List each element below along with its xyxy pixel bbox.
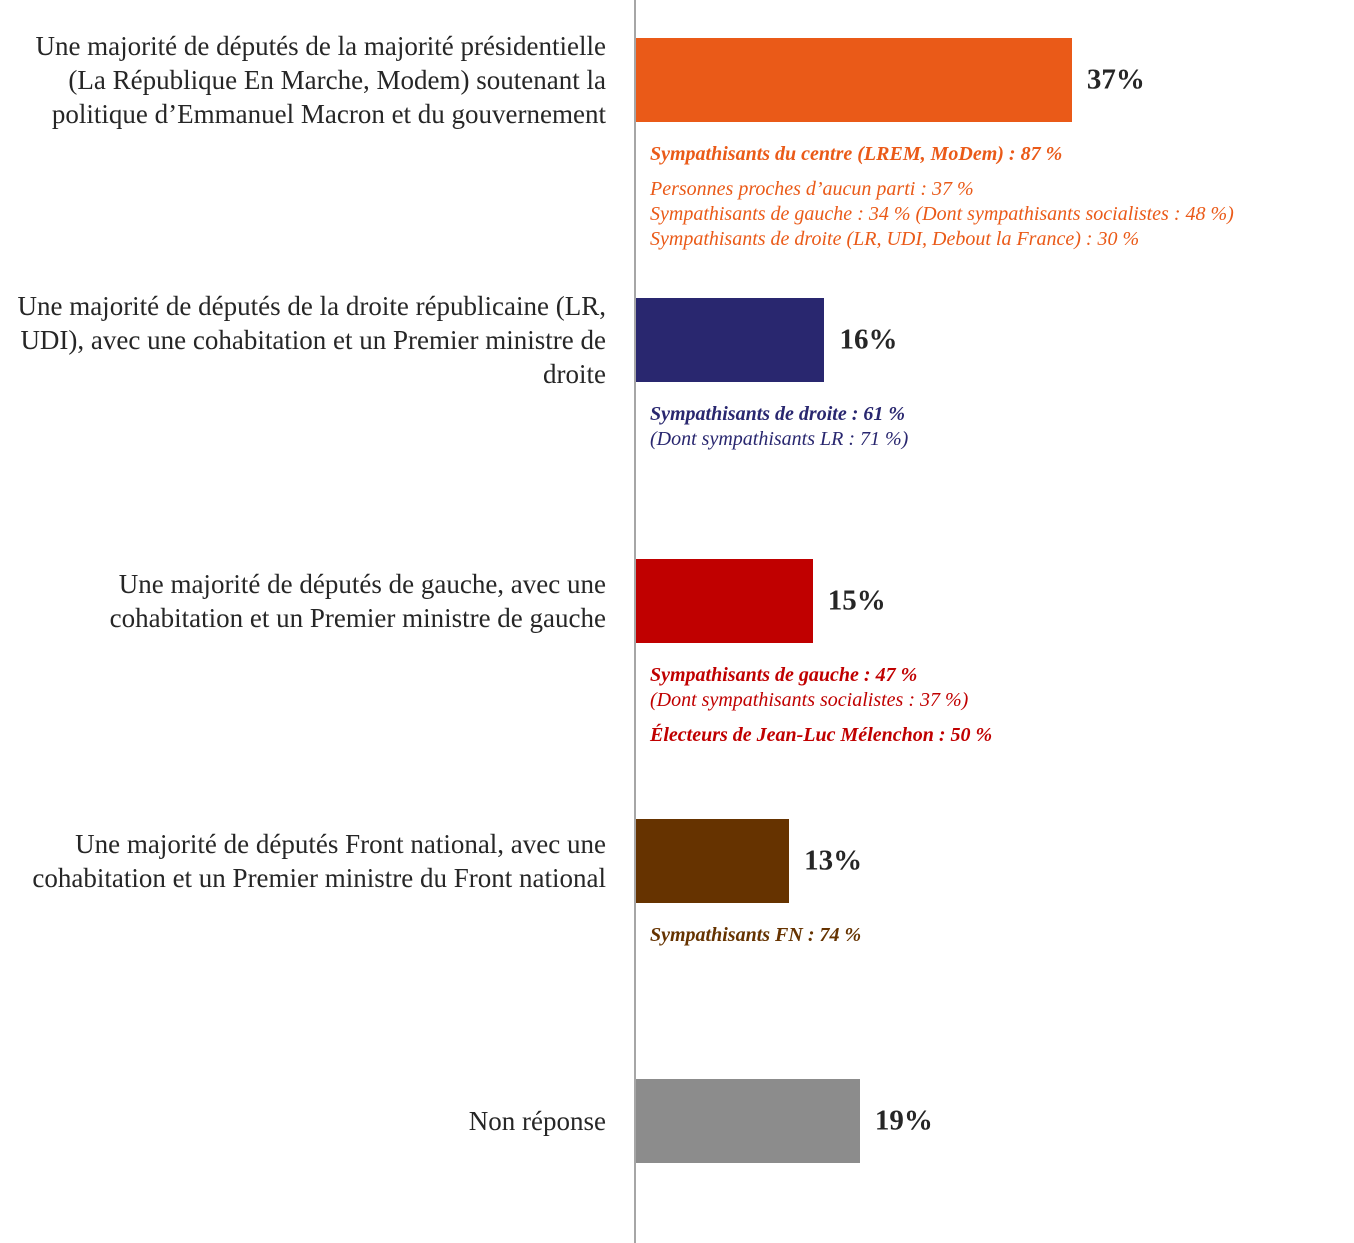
category-label: Une majorité de députés de la droite rép… (17, 291, 606, 390)
annotation-line: Personnes proches d’aucun parti : 37 % (650, 178, 974, 200)
annotation-group: Électeurs de Jean-Luc Mélenchon : 50 % (650, 723, 992, 748)
annotation-line: Sympathisants de droite : 61 % (650, 403, 906, 426)
axis-line (634, 0, 636, 1243)
annotation: Sympathisants FN : 74 % (650, 923, 861, 958)
annotation: Sympathisants du centre (LREM, MoDem) : … (650, 142, 1234, 262)
bar (636, 558, 813, 643)
annotation-line: Sympathisants de droite (LR, UDI, Debout… (650, 228, 1140, 250)
annotation-group: Sympathisants de droite : 61 % (Dont symp… (650, 402, 908, 452)
annotation-line: Électeurs de Jean-Luc Mélenchon : 50 % (650, 723, 993, 746)
annotation-group: Sympathisants de gauche : 47 % (Dont symp… (650, 663, 992, 713)
bar (636, 298, 825, 383)
annotation-line: Sympathisants du centre (LREM, MoDem) : … (650, 143, 1063, 165)
value-label: 19% (874, 1104, 933, 1137)
value-label: 16% (839, 323, 898, 356)
category-label: Une majorité de députés de gauche, avec … (109, 568, 606, 633)
bar (636, 818, 790, 903)
value-label: 37% (1086, 63, 1145, 96)
annotation: Sympathisants de droite : 61 % (Dont symp… (650, 402, 908, 462)
annotation-line: Sympathisants de gauche : 34 % (Dont sym… (650, 203, 1234, 225)
bar (636, 1079, 860, 1164)
value-label: 15% (827, 584, 886, 617)
annotation-line: (Dont sympathisants LR : 71 %) (650, 428, 909, 451)
category-label: Une majorité de députés Front national, … (32, 828, 606, 893)
annotation-group: Personnes proches d’aucun parti : 37 % Sy… (650, 177, 1234, 252)
annotation-line: Sympathisants FN : 74 % (650, 923, 862, 946)
bar (636, 38, 1072, 122)
annotation-line: Sympathisants de gauche : 47 % (650, 663, 918, 686)
category-label: Une majorité de députés de la majorité p… (35, 31, 606, 129)
annotation: Sympathisants de gauche : 47 % (Dont symp… (650, 663, 992, 758)
category-label: Non réponse (468, 1106, 606, 1137)
annotation-line: (Dont sympathisants socialistes : 37 %) (650, 688, 969, 711)
annotation-group: Sympathisants du centre (LREM, MoDem) : … (650, 142, 1234, 167)
value-label: 13% (804, 844, 863, 877)
annotation-group: Sympathisants FN : 74 % (650, 923, 861, 948)
